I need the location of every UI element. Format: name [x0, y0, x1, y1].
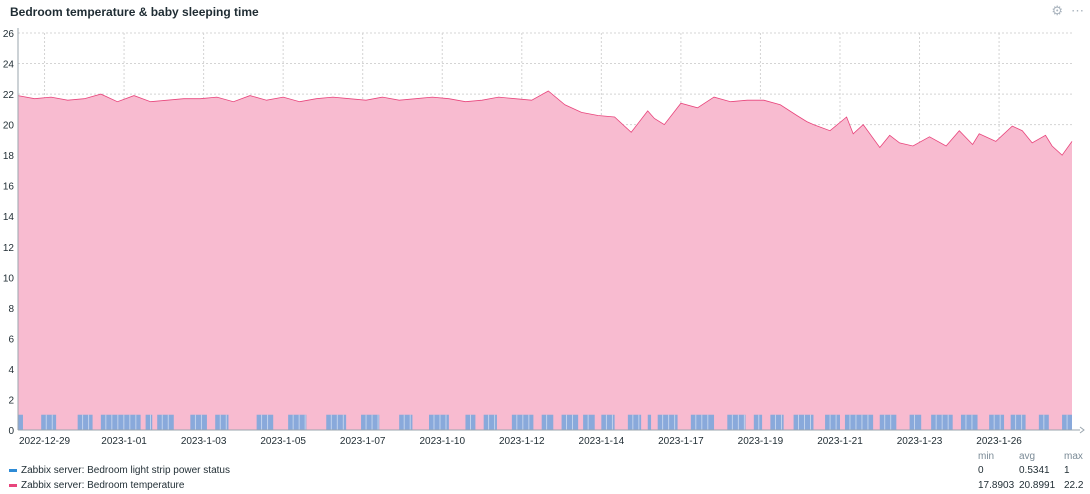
y-tick-label: 26: [3, 29, 15, 40]
power-on-bar: [288, 414, 307, 430]
power-on-bar: [770, 414, 784, 430]
power-on-bar: [844, 414, 874, 430]
y-tick-label: 16: [3, 182, 15, 193]
power-on-bar: [41, 414, 57, 430]
x-tick-label: 2023-1-01: [101, 436, 147, 447]
temperature-line: [17, 90, 1073, 156]
power-on-bar: [879, 414, 897, 430]
power-on-bar: [215, 414, 229, 430]
power-on-bar: [690, 414, 715, 430]
power-on-bar: [627, 414, 642, 430]
x-tick-label: 2022-12-29: [19, 436, 71, 447]
x-tick-label: 2023-1-03: [181, 436, 227, 447]
legend-label: Zabbix server: Bedroom light strip power…: [21, 465, 230, 476]
power-on-bar: [190, 414, 207, 430]
power-on-bar: [561, 414, 579, 430]
legend-min: 0: [978, 465, 984, 476]
widget-title: Bedroom temperature & baby sleeping time: [10, 5, 259, 19]
power-on-bar: [989, 414, 1005, 430]
x-tick-label: 2023-1-26: [976, 436, 1022, 447]
y-tick-label: 20: [3, 121, 15, 132]
y-tick-label: 8: [8, 304, 14, 315]
power-on-bar: [583, 414, 595, 430]
power-on-bar: [77, 414, 93, 430]
power-on-bar: [909, 414, 922, 430]
power-on-bar: [399, 414, 413, 430]
legend-swatch: [9, 469, 17, 472]
x-tick-label: 2023-1-12: [499, 436, 545, 447]
legend-item-temperature[interactable]: Zabbix server: Bedroom temperature: [9, 480, 184, 491]
y-tick-label: 24: [3, 60, 15, 71]
legend-max: 1: [1064, 465, 1070, 476]
legend-item-power[interactable]: Zabbix server: Bedroom light strip power…: [9, 465, 230, 476]
x-tick-label: 2023-1-07: [340, 436, 386, 447]
legend-min: 17.8903: [978, 480, 1015, 491]
power-on-bar: [145, 414, 153, 430]
power-on-bar: [256, 414, 274, 430]
temperature-area: [18, 91, 1072, 430]
legend-max: 22.2: [1064, 480, 1084, 491]
legend-header-max: max: [1064, 451, 1083, 462]
power-status-series: [18, 414, 1072, 430]
power-on-bar: [361, 414, 380, 430]
x-tick-label: 2023-1-23: [897, 436, 943, 447]
y-tick-label: 14: [3, 212, 15, 223]
legend-avg: 20.8991: [1019, 480, 1056, 491]
x-axis-arrow: [1079, 426, 1085, 434]
y-tick-label: 18: [3, 151, 15, 162]
x-axis: 2022-12-29 2023-1-01 2023-1-03 2023-1-05 202…: [18, 426, 1085, 447]
y-tick-label: 22: [3, 90, 15, 101]
legend-avg: 0.5341: [1019, 465, 1050, 476]
x-tick-label: 2023-1-14: [579, 436, 625, 447]
power-on-bar: [647, 414, 652, 430]
x-tick-label: 2023-1-17: [658, 436, 704, 447]
y-tick-label: 4: [8, 365, 14, 376]
legend-header-avg: avg: [1019, 451, 1036, 462]
y-tick-label: 10: [3, 273, 15, 284]
power-on-bar: [541, 414, 554, 430]
x-tick-label: 2023-1-05: [260, 436, 306, 447]
legend-header-min: min: [978, 451, 995, 462]
x-tick-label: 2023-1-19: [738, 436, 784, 447]
power-on-bar: [157, 414, 174, 430]
power-on-bar: [100, 414, 141, 430]
power-on-bar: [1010, 414, 1026, 430]
power-on-bar: [825, 414, 840, 430]
more-icon[interactable]: ⋯: [1071, 3, 1084, 18]
power-on-bar: [960, 414, 978, 430]
y-tick-label: 0: [8, 426, 14, 437]
power-on-bar: [727, 414, 746, 430]
y-tick-label: 6: [8, 334, 14, 345]
x-tick-label: 2023-1-21: [817, 436, 863, 447]
legend-swatch: [9, 484, 17, 487]
power-on-bar: [18, 414, 23, 430]
power-on-bar: [753, 414, 763, 430]
y-tick-label: 2: [8, 395, 14, 406]
gear-icon[interactable]: ⚙: [1051, 3, 1063, 18]
legend-label: Zabbix server: Bedroom temperature: [21, 480, 185, 491]
power-on-bar: [601, 414, 615, 430]
temperature-series: [17, 90, 1073, 430]
power-on-bar: [483, 414, 497, 430]
y-tick-label: 12: [3, 243, 15, 254]
x-tick-label: 2023-1-10: [419, 436, 465, 447]
